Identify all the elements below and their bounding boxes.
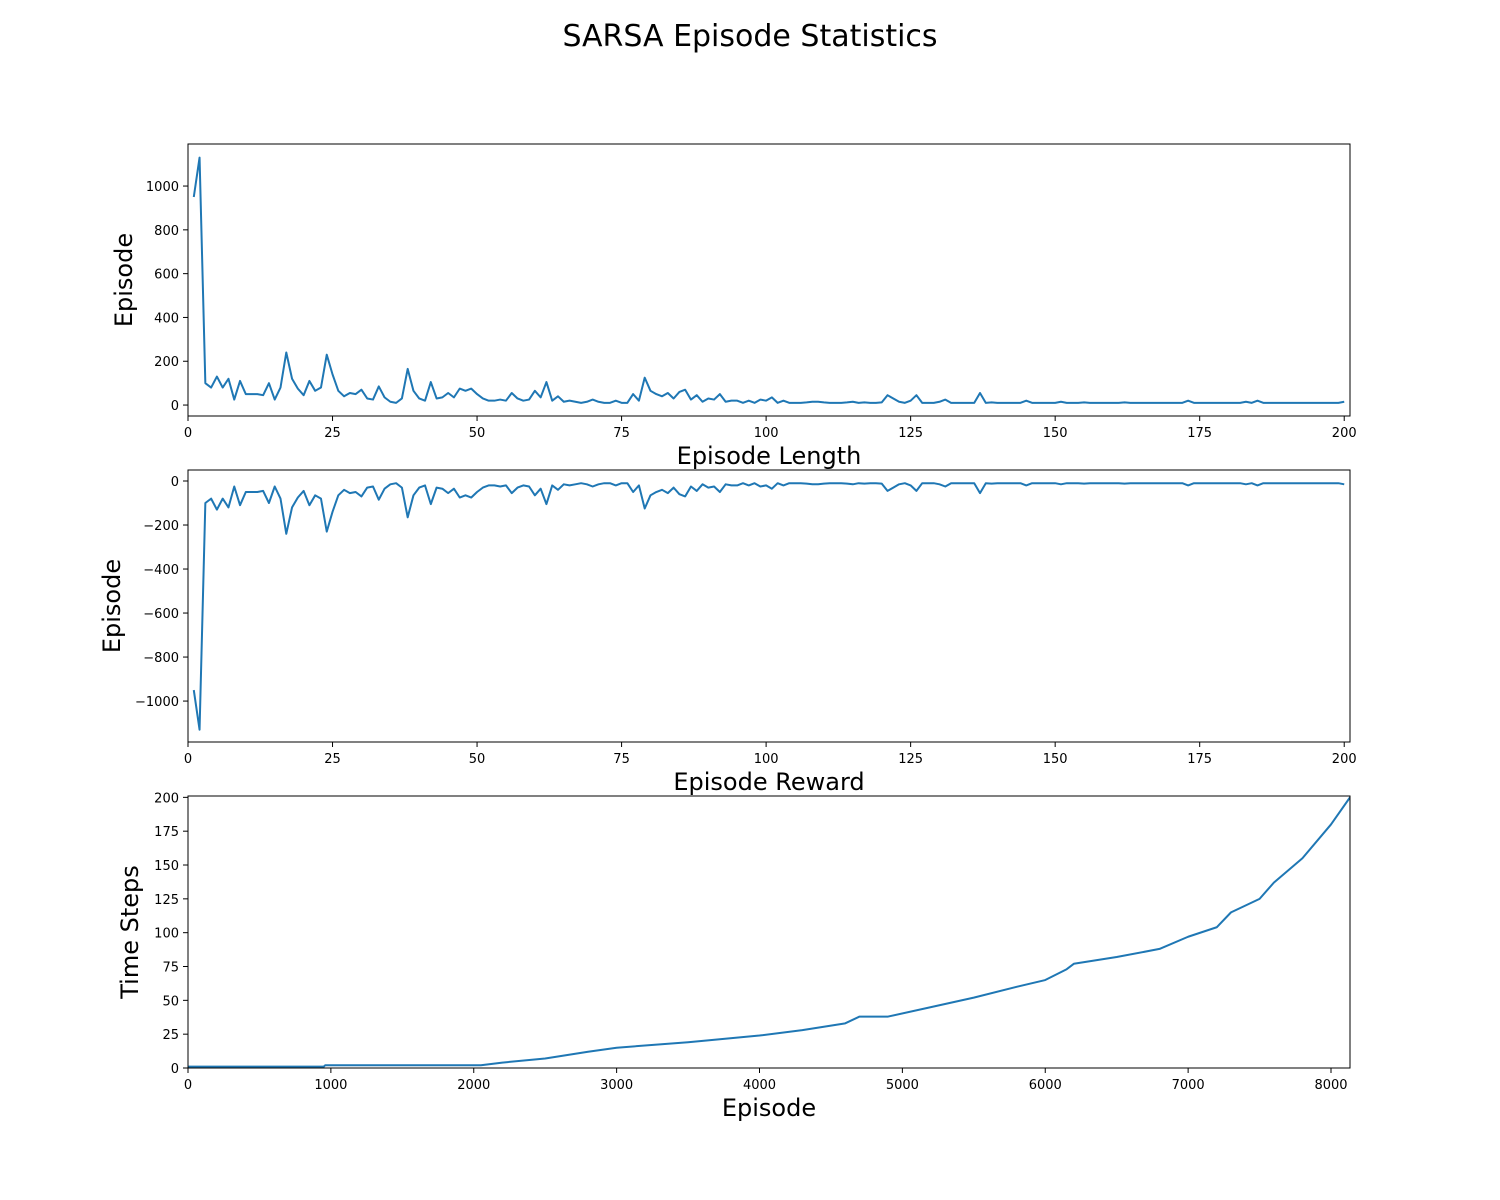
- y-tick-label: 600: [154, 268, 179, 283]
- x-tick-label: 2000: [457, 1078, 490, 1093]
- x-tick-label: 50: [469, 426, 486, 441]
- x-tick-label: 125: [898, 426, 923, 441]
- y-tick-label: −600: [143, 607, 179, 622]
- x-tick-label: 5000: [886, 1078, 919, 1093]
- x-tick-label: 175: [1187, 426, 1212, 441]
- y-tick-label: 75: [162, 961, 179, 976]
- x-tick-label: 175: [1187, 752, 1212, 767]
- data-line: [192, 156, 1345, 404]
- y-tick-label: −400: [143, 563, 179, 578]
- x-tick-label: 75: [613, 752, 630, 767]
- x-axis-label: Episode: [722, 1094, 816, 1122]
- y-tick-label: 800: [154, 224, 179, 239]
- x-tick-label: 0: [184, 426, 192, 441]
- data-line: [188, 796, 1350, 1068]
- y-axis-label: Time Steps: [116, 865, 144, 1000]
- x-tick-label: 50: [469, 752, 486, 767]
- y-tick-label: 400: [154, 311, 179, 326]
- y-tick-label: −800: [143, 651, 179, 666]
- x-tick-label: 200: [1332, 752, 1357, 767]
- axes-frame: [187, 795, 1351, 1069]
- x-axis-label: Episode Length: [677, 442, 862, 470]
- x-tick-label: 150: [1043, 752, 1068, 767]
- x-tick-label: 200: [1332, 426, 1357, 441]
- y-tick-label: 1000: [146, 180, 179, 195]
- figure-title: SARSA Episode Statistics: [562, 19, 937, 54]
- x-tick-label: 8000: [1314, 1078, 1347, 1093]
- data-line: [192, 482, 1345, 731]
- y-tick-label: 175: [154, 825, 179, 840]
- x-tick-label: 125: [898, 752, 923, 767]
- y-tick-label: −1000: [135, 695, 179, 710]
- x-tick-label: 100: [754, 426, 779, 441]
- y-tick-label: 200: [154, 355, 179, 370]
- x-tick-label: 150: [1043, 426, 1068, 441]
- x-tick-label: 25: [324, 426, 341, 441]
- y-tick-label: 0: [171, 399, 179, 414]
- y-tick-label: 100: [154, 927, 179, 942]
- x-tick-label: 7000: [1172, 1078, 1205, 1093]
- y-axis-label: Episode: [98, 559, 126, 653]
- x-tick-label: 0: [184, 1078, 192, 1093]
- y-tick-label: 50: [162, 994, 179, 1009]
- x-tick-label: 25: [324, 752, 341, 767]
- x-tick-label: 4000: [743, 1078, 776, 1093]
- x-tick-label: 0: [184, 752, 192, 767]
- y-tick-label: −200: [143, 519, 179, 534]
- y-tick-label: 25: [162, 1028, 179, 1043]
- x-tick-label: 1000: [314, 1078, 347, 1093]
- x-tick-label: 100: [754, 752, 779, 767]
- y-tick-label: 125: [154, 893, 179, 908]
- axes-frame: [187, 143, 1351, 417]
- x-tick-label: 3000: [600, 1078, 633, 1093]
- axes-frame: [187, 469, 1351, 743]
- y-tick-label: 150: [154, 859, 179, 874]
- x-axis-label: Episode Reward: [673, 768, 864, 796]
- y-tick-label: 200: [154, 791, 179, 806]
- x-tick-label: 75: [613, 426, 630, 441]
- y-axis-label: Episode: [110, 233, 138, 327]
- y-tick-label: 0: [171, 475, 179, 490]
- y-tick-label: 0: [171, 1062, 179, 1077]
- x-tick-label: 6000: [1029, 1078, 1062, 1093]
